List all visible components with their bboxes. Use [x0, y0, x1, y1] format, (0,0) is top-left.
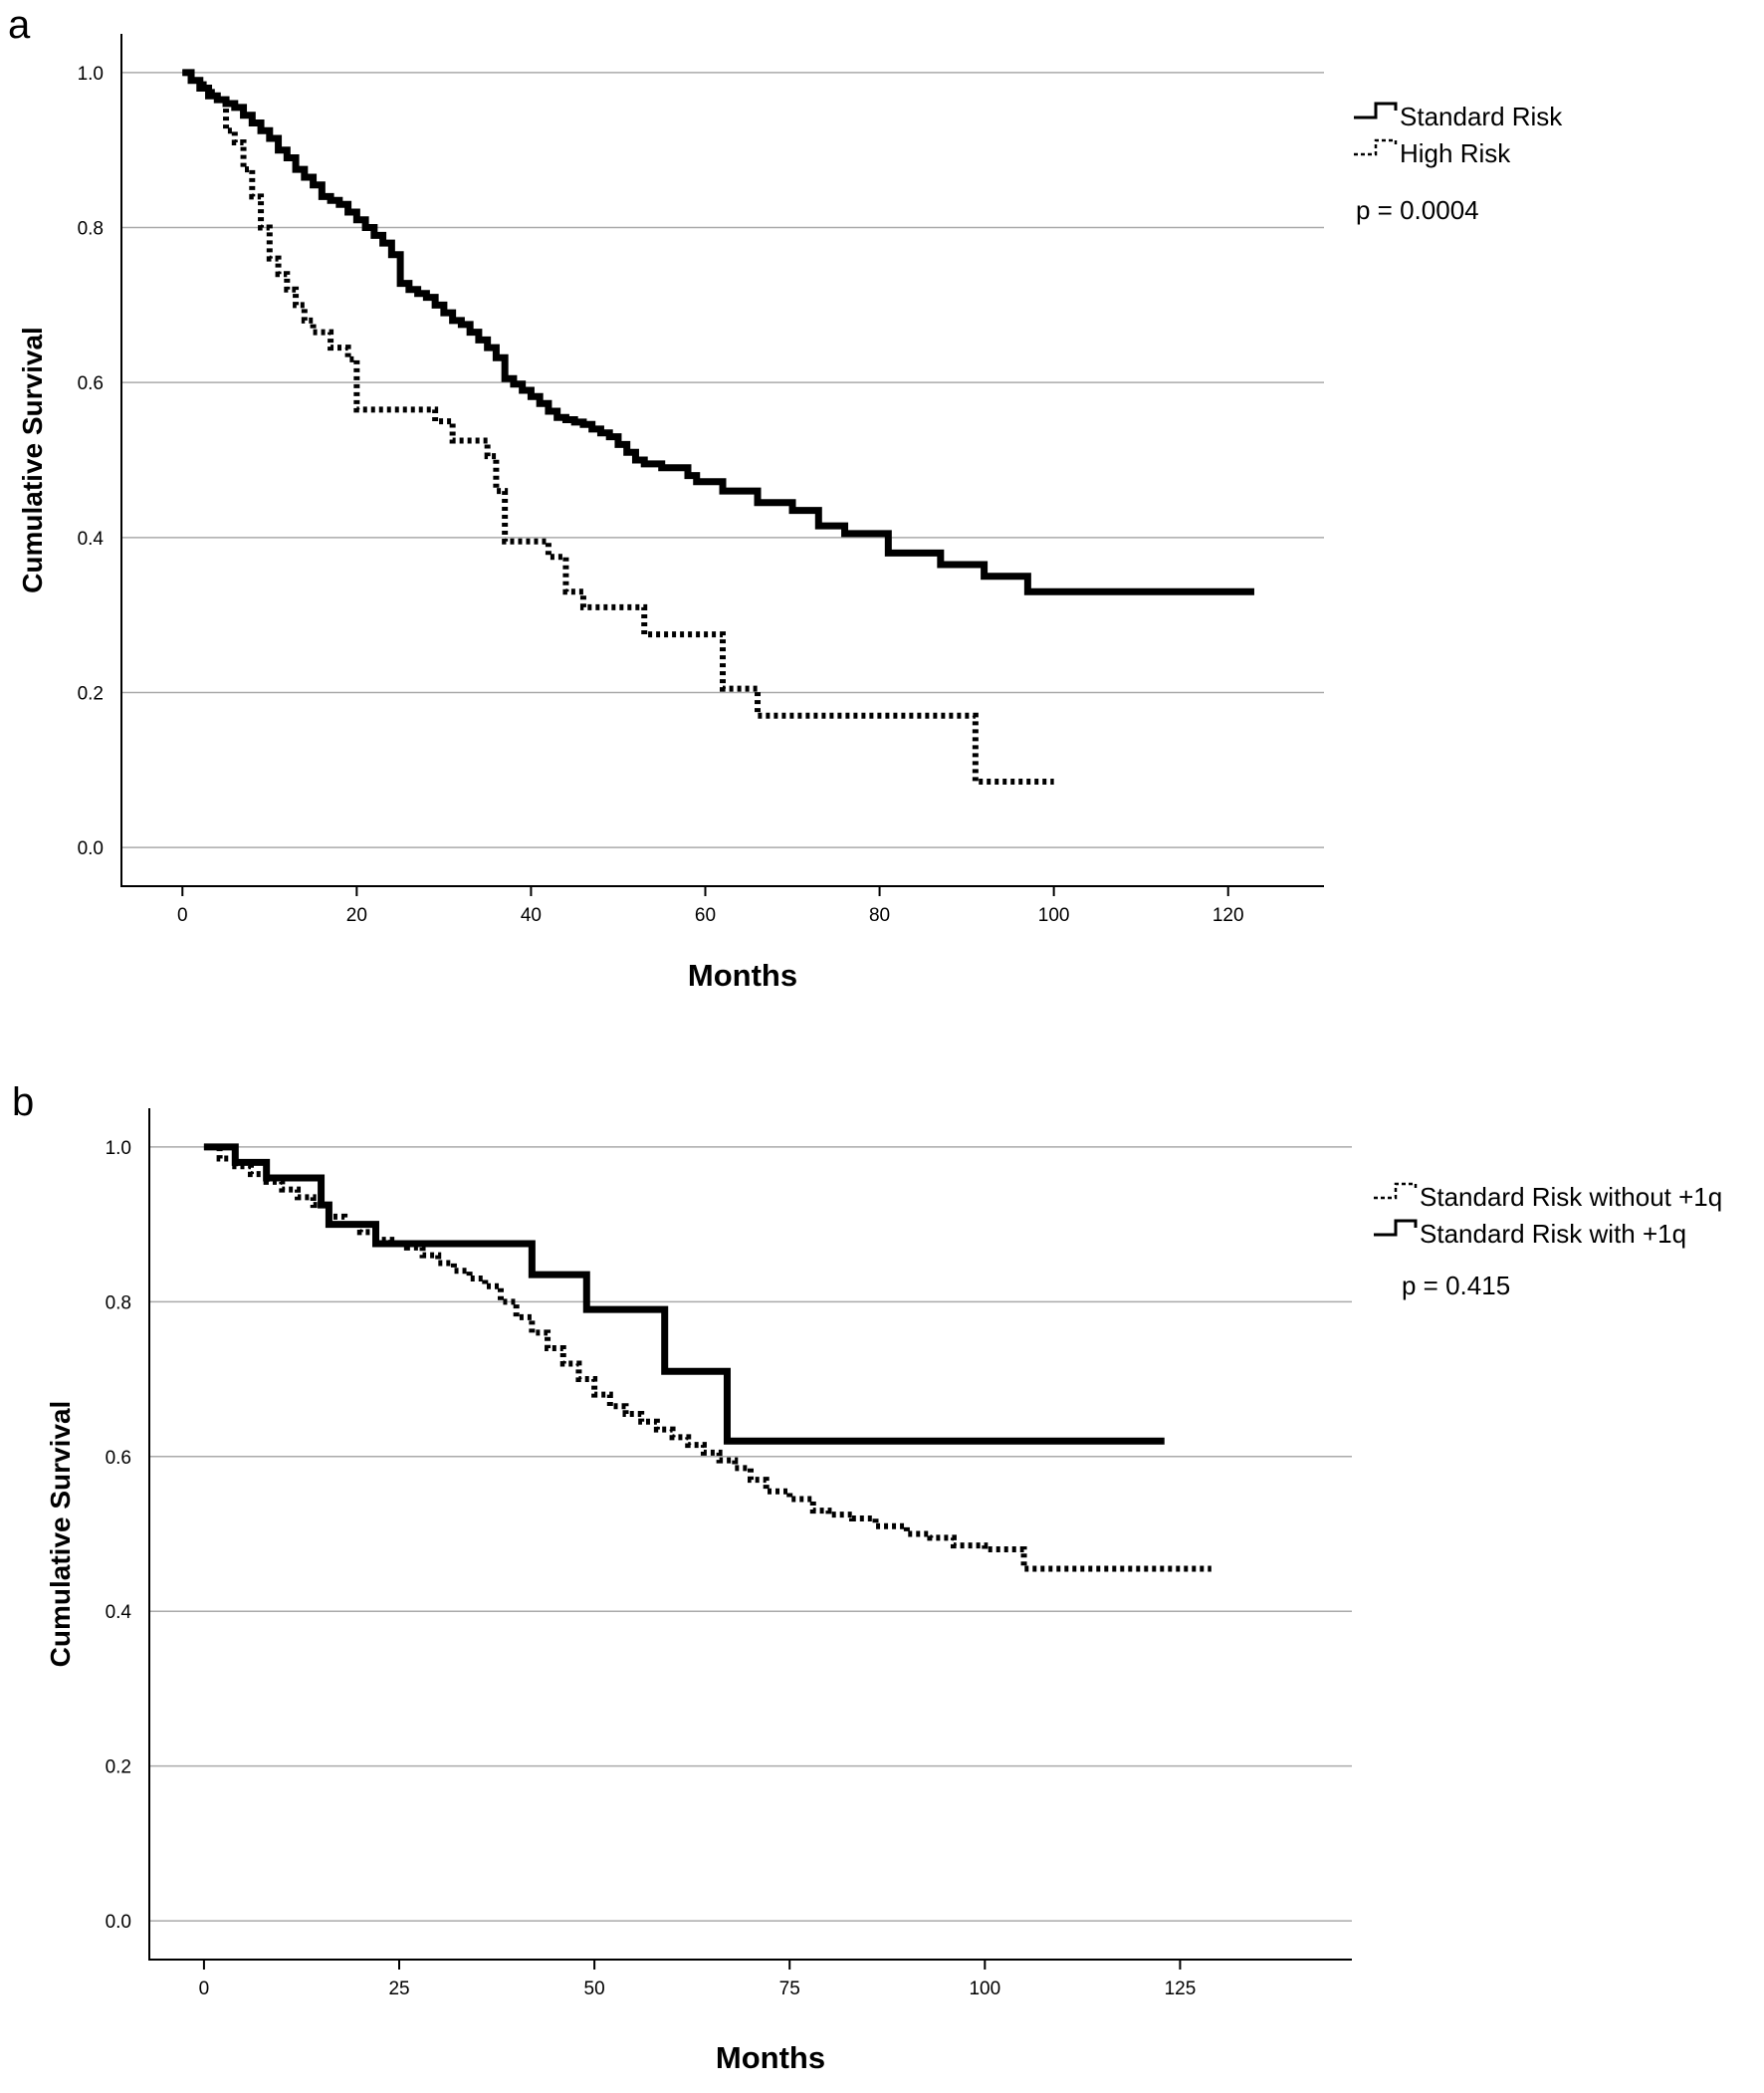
series-line-solid: [182, 69, 1254, 595]
y-tick-label: 1.0: [78, 64, 104, 85]
legend-symbol: [1374, 1182, 1418, 1200]
y-axis-title: Cumulative Survival: [17, 327, 48, 593]
x-tick-label: 50: [584, 1978, 605, 1999]
x-tick-label: 120: [1213, 905, 1244, 926]
chart-panel-a: a 0.0 0.2 0.4 0.6 0.8 1.0 0 20 40 60 80 100 120 Months…: [8, 3, 1563, 993]
legend-label: Standard Risk without +1q: [1420, 1182, 1722, 1212]
y-tick-label: 0.2: [78, 683, 104, 704]
legend-symbol: [1354, 102, 1398, 119]
y-tick-label: 0.6: [106, 1448, 131, 1469]
legend-label: Standard Risk: [1400, 102, 1563, 131]
y-tick-label: 0.8: [78, 219, 104, 240]
y-axis-title: Cumulative Survival: [45, 1401, 76, 1668]
x-tick-label: 100: [969, 1978, 1000, 1999]
series-line-dotted: [182, 69, 1054, 785]
legend-step-mark: [1374, 1219, 1418, 1237]
legend-step-mark: [1354, 102, 1398, 119]
x-axis-title: Months: [688, 958, 797, 993]
y-tick-label: 0.6: [78, 373, 104, 394]
panel-letter: b: [12, 1080, 34, 1124]
axis-frame: [120, 34, 1324, 887]
x-tick-label: 80: [869, 905, 890, 926]
x-tick-label: 0: [199, 1978, 210, 1999]
y-tick-label: 0.4: [106, 1602, 132, 1623]
y-tick-label: 0.4: [78, 529, 105, 550]
x-tick-label: 60: [695, 905, 716, 926]
x-tick-label: 20: [346, 905, 367, 926]
legend-step-mark: [1374, 1182, 1418, 1200]
y-tick-label: 1.0: [106, 1138, 131, 1159]
chart-panel-b: b 0.0 0.2 0.4 0.6 0.8 1.0 0 25 50 75 100 125 Months Cu…: [12, 1080, 1722, 2075]
y-tick-label: 0.8: [106, 1292, 131, 1313]
y-tick-label: 0.0: [78, 838, 104, 859]
x-tick-label: 125: [1165, 1978, 1197, 1999]
x-tick-label: 0: [177, 905, 188, 926]
axis-frame: [148, 1108, 1352, 1961]
x-tick-label: 25: [388, 1978, 409, 1999]
legend-step-mark: [1354, 138, 1398, 156]
panel-letter: a: [8, 3, 31, 47]
x-tick-label: 40: [521, 905, 542, 926]
x-axis-title: Months: [716, 2040, 825, 2075]
legend-symbol: [1354, 138, 1398, 156]
series-line-solid: [203, 1143, 1165, 1445]
legend-label: Standard Risk with +1q: [1420, 1219, 1686, 1249]
p-value-annotation: p = 0.415: [1402, 1271, 1510, 1300]
y-tick-label: 0.2: [106, 1757, 131, 1778]
x-tick-label: 100: [1038, 905, 1070, 926]
x-tick-label: 75: [779, 1978, 800, 1999]
p-value-annotation: p = 0.0004: [1356, 195, 1479, 225]
series-line-dotted: [203, 1143, 1212, 1572]
legend-symbol: [1374, 1219, 1418, 1237]
legend-label: High Risk: [1400, 138, 1511, 168]
y-tick-label: 0.0: [106, 1912, 131, 1933]
